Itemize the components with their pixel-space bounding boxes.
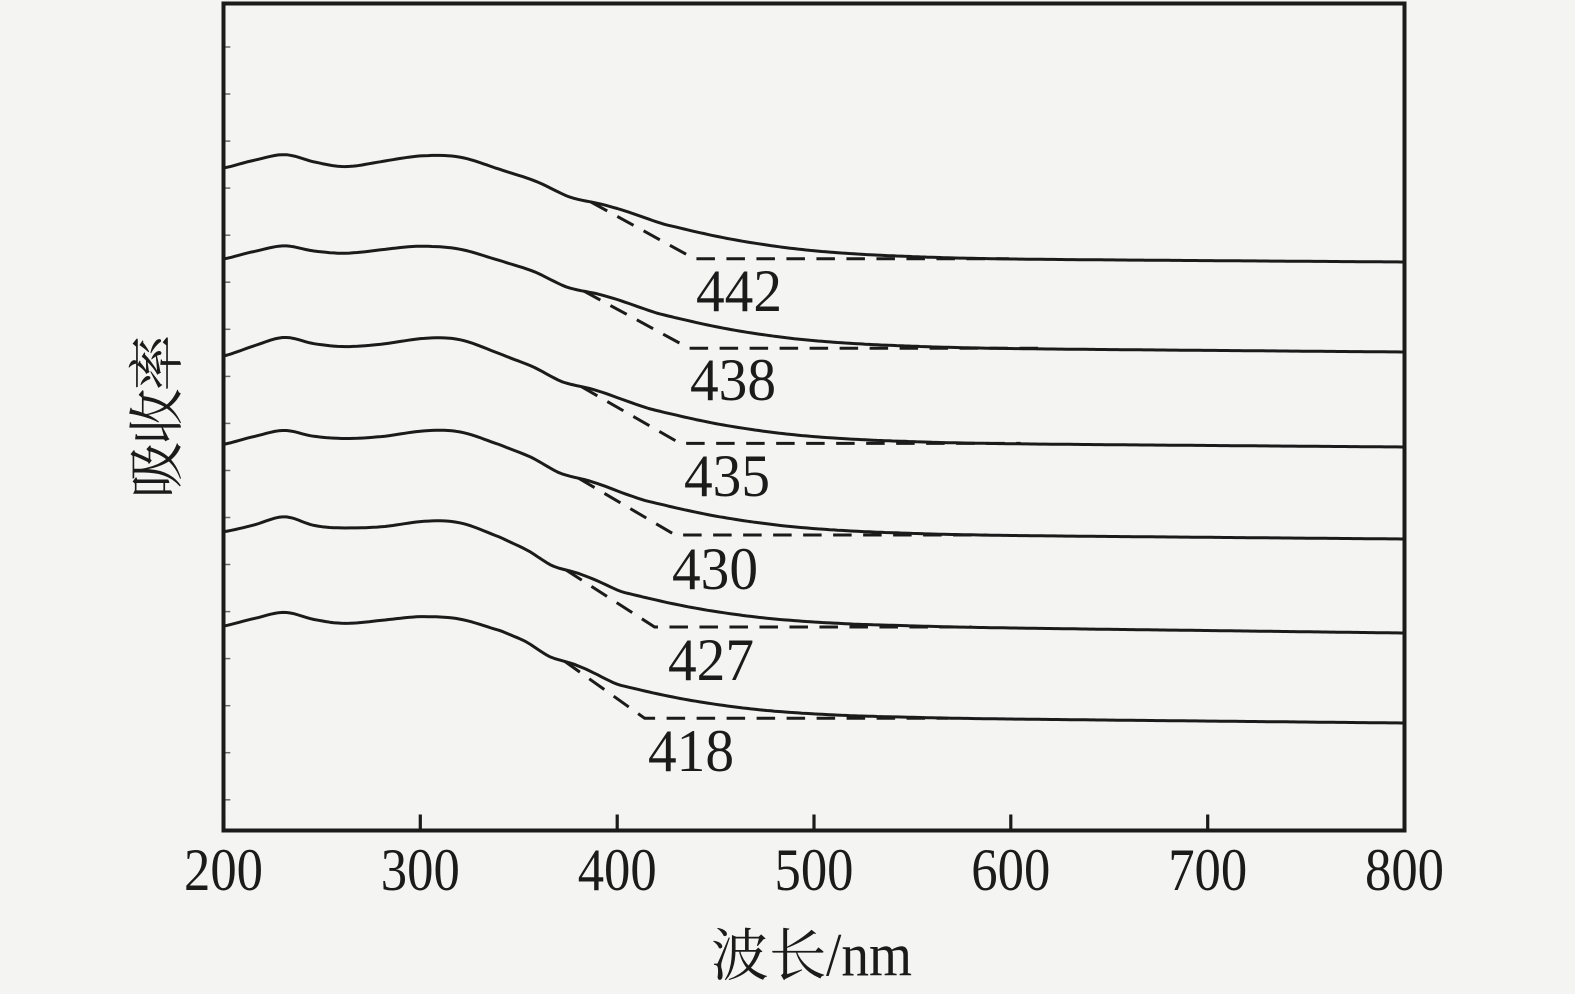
svg-text:430: 430: [672, 536, 758, 602]
svg-text:438: 438: [690, 347, 776, 413]
svg-text:800: 800: [1365, 837, 1444, 903]
svg-text:442: 442: [696, 258, 782, 324]
svg-text:435: 435: [684, 443, 770, 509]
svg-text:/nm: /nm: [826, 923, 912, 990]
svg-text:600: 600: [971, 837, 1050, 903]
svg-text:200: 200: [184, 837, 263, 903]
svg-text:500: 500: [775, 837, 854, 903]
svg-text:418: 418: [648, 718, 734, 784]
svg-text:700: 700: [1168, 837, 1247, 903]
svg-text:300: 300: [381, 837, 460, 903]
svg-text:400: 400: [578, 837, 657, 903]
svg-text:427: 427: [668, 627, 754, 693]
